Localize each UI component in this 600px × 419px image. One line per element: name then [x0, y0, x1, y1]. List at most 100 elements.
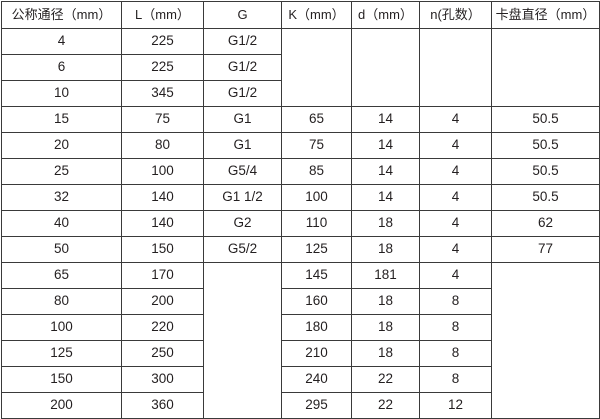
- cell-hole-count: 4: [419, 132, 492, 159]
- cell-nominal-diameter: 65: [1, 262, 122, 289]
- cell-k: 240: [281, 366, 352, 393]
- cell-k: 110: [281, 210, 352, 237]
- table-row: 4 225 G1/2: [1, 28, 600, 107]
- table-row: 20 80 G1 75 14 4 50.5: [1, 132, 600, 159]
- cell-nominal-diameter: 200: [1, 392, 122, 419]
- cell-d: 14: [351, 184, 420, 211]
- cell-nominal-diameter: 50: [1, 236, 122, 263]
- cell-k: 160: [281, 288, 352, 315]
- cell-hole-count: 8: [419, 366, 492, 393]
- cell-chuck-diameter: 62: [491, 210, 600, 237]
- cell-thread-blank: [203, 262, 282, 419]
- cell-length: 80: [121, 132, 204, 159]
- cell-nominal-diameter: 150: [1, 366, 122, 393]
- cell-k: 180: [281, 314, 352, 341]
- cell-hole-count: 4: [419, 262, 492, 289]
- table-row: 40 140 G2 110 18 4 62: [1, 210, 600, 237]
- cell-nominal-diameter: 6: [1, 54, 122, 81]
- cell-length: 225: [121, 54, 204, 81]
- cell-k: 100: [281, 184, 352, 211]
- cell-d: 22: [351, 392, 420, 419]
- cell-chuck-diameter: 50.5: [491, 132, 600, 159]
- cell-nominal-diameter: 10: [1, 80, 122, 107]
- cell-hole-count: 4: [419, 210, 492, 237]
- cell-nominal-diameter: 15: [1, 106, 122, 133]
- cell-thread: G1 1/2: [203, 184, 282, 211]
- cell-length: 360: [121, 392, 204, 419]
- cell-hole-count: 8: [419, 340, 492, 367]
- cell-k: 75: [281, 132, 352, 159]
- cell-length: 170: [121, 262, 204, 289]
- cell-length: 200: [121, 288, 204, 315]
- cell-length: 345: [121, 80, 204, 107]
- cell-d: 14: [351, 106, 420, 133]
- cell-thread: G1/2: [203, 80, 282, 107]
- cell-nominal-diameter: 100: [1, 314, 122, 341]
- cell-chuck-diameter-blank: [491, 28, 600, 107]
- cell-length: 220: [121, 314, 204, 341]
- cell-d: 18: [351, 314, 420, 341]
- header-length: L（mm）: [121, 1, 204, 29]
- cell-d: 14: [351, 158, 420, 185]
- cell-length: 140: [121, 210, 204, 237]
- cell-nominal-diameter: 20: [1, 132, 122, 159]
- cell-thread: G1: [203, 132, 282, 159]
- cell-d-blank: [351, 28, 420, 107]
- cell-hole-count: 4: [419, 184, 492, 211]
- cell-chuck-diameter: 77: [491, 236, 600, 263]
- cell-chuck-diameter: 50.5: [491, 184, 600, 211]
- table-row: 32 140 G1 1/2 100 14 4 50.5: [1, 184, 600, 211]
- cell-nominal-diameter: 25: [1, 158, 122, 185]
- cell-hole-count: 4: [419, 158, 492, 185]
- header-hole-count: n(孔数）: [419, 1, 492, 29]
- cell-thread: G2: [203, 210, 282, 237]
- cell-hole-count: 12: [419, 392, 492, 419]
- table-row: 80 200 160 18 8: [1, 288, 600, 315]
- cell-thread: G1/2: [203, 54, 282, 81]
- cell-k: 125: [281, 236, 352, 263]
- cell-length: 100: [121, 158, 204, 185]
- table-row: 150 300 240 22 8: [1, 366, 600, 393]
- table-row: 25 100 G5/4 85 14 4 50.5: [1, 158, 600, 185]
- table-row: 65 170 145 181 4: [1, 262, 600, 419]
- cell-k: 85: [281, 158, 352, 185]
- table-header-row: 公称通径（mm） L（mm） G K（mm） d（mm） n(孔数） 卡盘直径（…: [1, 1, 600, 29]
- header-k: K（mm）: [281, 1, 352, 29]
- cell-length: 75: [121, 106, 204, 133]
- cell-chuck-diameter-blank: [491, 262, 600, 419]
- cell-nominal-diameter: 4: [1, 28, 122, 55]
- cell-d: 18: [351, 340, 420, 367]
- cell-length: 150: [121, 236, 204, 263]
- cell-length: 140: [121, 184, 204, 211]
- cell-thread: G1: [203, 106, 282, 133]
- header-nominal-diameter: 公称通径（mm）: [1, 1, 122, 29]
- cell-nominal-diameter: 32: [1, 184, 122, 211]
- cell-hole-count: 8: [419, 288, 492, 315]
- table-row: 15 75 G1 65 14 4 50.5: [1, 106, 600, 133]
- cell-d: 181: [351, 262, 420, 289]
- table-row: 50 150 G5/2 125 18 4 77: [1, 236, 600, 263]
- cell-hole-count: 4: [419, 106, 492, 133]
- cell-nominal-diameter: 40: [1, 210, 122, 237]
- header-thread: G: [203, 1, 282, 29]
- cell-chuck-diameter: 50.5: [491, 106, 600, 133]
- cell-k: 295: [281, 392, 352, 419]
- cell-chuck-diameter: 50.5: [491, 158, 600, 185]
- cell-hole-count: 4: [419, 236, 492, 263]
- cell-d: 18: [351, 288, 420, 315]
- cell-thread: G5/4: [203, 158, 282, 185]
- header-chuck-diameter: 卡盘直径（mm）: [491, 1, 600, 29]
- cell-d: 22: [351, 366, 420, 393]
- cell-length: 300: [121, 366, 204, 393]
- cell-k-blank: [281, 28, 352, 107]
- cell-length: 250: [121, 340, 204, 367]
- cell-d: 18: [351, 210, 420, 237]
- header-d: d（mm）: [351, 1, 420, 29]
- cell-d: 18: [351, 236, 420, 263]
- cell-d: 14: [351, 132, 420, 159]
- table-row: 125 250 210 18 8: [1, 340, 600, 367]
- cell-nominal-diameter: 80: [1, 288, 122, 315]
- table-row: 6 225 G1/2: [1, 54, 600, 81]
- cell-nominal-diameter: 125: [1, 340, 122, 367]
